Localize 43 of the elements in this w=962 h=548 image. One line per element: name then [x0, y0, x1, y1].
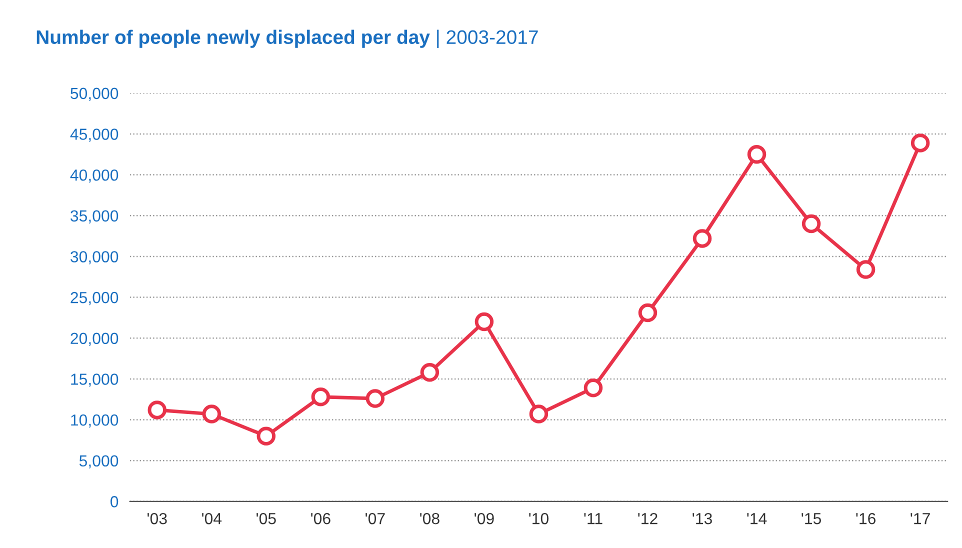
y-tick-label: 5,000 — [79, 455, 118, 468]
y-tick-label: 30,000 — [70, 251, 118, 264]
x-tick-label: '17 — [910, 513, 930, 524]
x-tick-label: '11 — [584, 513, 602, 524]
point — [256, 426, 276, 446]
x-tick-label: '03 — [148, 512, 167, 524]
x-tick-label: '05 — [256, 512, 276, 524]
point — [366, 389, 385, 408]
x-tick-label: '13 — [692, 512, 712, 524]
x-tick-label: '10 — [529, 512, 549, 524]
point — [148, 400, 166, 420]
chart-subtitle: | 2003-2017 — [437, 30, 538, 48]
point — [584, 378, 603, 398]
point — [529, 404, 548, 424]
point — [638, 303, 658, 322]
point — [311, 388, 330, 406]
y-tick-label: 15,000 — [71, 374, 118, 387]
point — [856, 260, 876, 279]
y-tick-label: 35,000 — [70, 210, 118, 224]
x-tick-label: '08 — [420, 512, 440, 524]
point — [474, 312, 494, 332]
y-tick-label: 25,000 — [70, 292, 118, 306]
y-tick-label: 10,000 — [71, 414, 118, 428]
x-tick-label: '09 — [474, 512, 494, 524]
x-tick-label: '04 — [202, 512, 222, 524]
x-tick-label: '07 — [366, 512, 385, 524]
point — [202, 404, 222, 424]
point — [747, 145, 766, 164]
x-tick-label: '06 — [311, 512, 330, 524]
y-tick-label: 45,000 — [70, 128, 118, 142]
x-tick-label: '15 — [802, 513, 822, 524]
point — [802, 214, 821, 234]
point — [420, 363, 440, 382]
x-tick-label: '12 — [638, 512, 658, 524]
point — [910, 134, 930, 152]
chart-title: Number of people newly displaced per day — [36, 30, 430, 48]
y-tick-label: 40,000 — [70, 169, 118, 183]
y-tick-label: 50,000 — [70, 88, 118, 101]
y-tick-label: 20,000 — [70, 332, 118, 346]
y-tick-label: 0 — [110, 496, 118, 508]
point — [692, 229, 712, 248]
x-tick-label: '14 — [747, 513, 767, 524]
x-tick-label: '16 — [856, 512, 876, 524]
